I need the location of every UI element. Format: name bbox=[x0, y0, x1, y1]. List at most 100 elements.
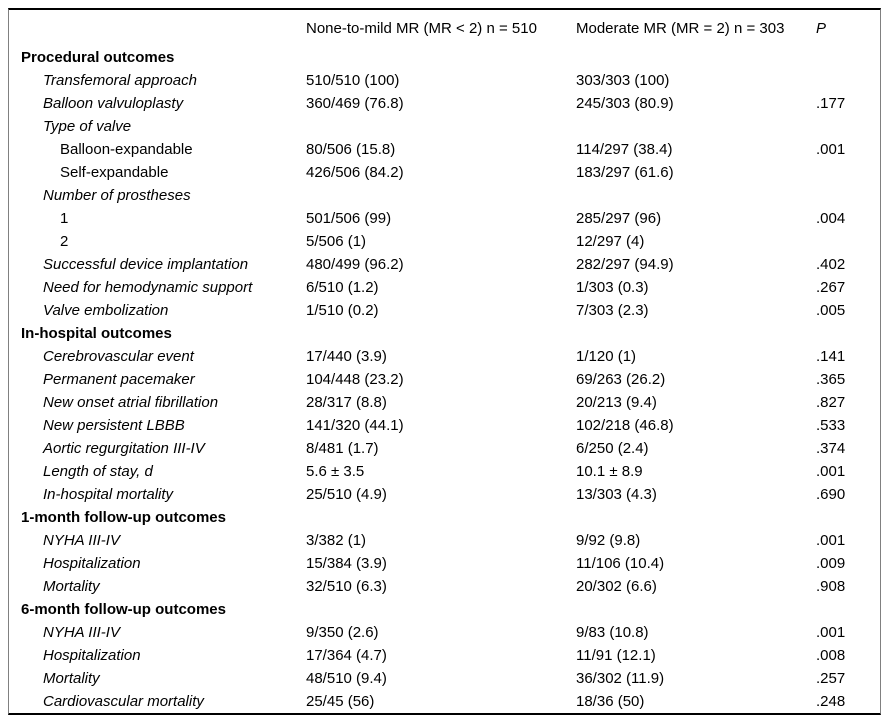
cell-group1: 28/317 (8.8) bbox=[306, 394, 387, 411]
header-label-spacer bbox=[9, 10, 306, 46]
table-row: NYHA III-IV 9/350 (2.6) 9/83 (10.8) .001 bbox=[9, 621, 880, 644]
row-label: NYHA III-IV bbox=[43, 532, 120, 549]
cell-group1: 32/510 (6.3) bbox=[306, 578, 387, 595]
cell-p-value bbox=[808, 506, 880, 529]
cell-group2 bbox=[576, 598, 808, 621]
table-row: Mortality 32/510 (6.3) 20/302 (6.6) .908 bbox=[9, 575, 880, 598]
cell-group1: 48/510 (9.4) bbox=[306, 670, 387, 687]
row-label: Balloon-expandable bbox=[60, 141, 193, 158]
cell-group1 bbox=[306, 184, 576, 207]
table-row: 1 501/506 (99) 285/297 (96) .004 bbox=[9, 207, 880, 230]
table-row: New persistent LBBB 141/320 (44.1) 102/2… bbox=[9, 414, 880, 437]
cell-p-value bbox=[808, 598, 880, 621]
table-row: 2 5/506 (1) 12/297 (4) bbox=[9, 230, 880, 253]
cell-group1: 8/481 (1.7) bbox=[306, 440, 379, 457]
cell-group2: 11/106 (10.4) bbox=[576, 555, 665, 572]
cell-group1: 104/448 (23.2) bbox=[306, 371, 404, 388]
row-label: Procedural outcomes bbox=[21, 49, 175, 66]
row-label: Mortality bbox=[43, 578, 100, 595]
cell-group1: 1/510 (0.2) bbox=[306, 302, 379, 319]
cell-p-value: .001 bbox=[816, 141, 846, 158]
cell-group2 bbox=[576, 184, 808, 207]
cell-group2: 7/303 (2.3) bbox=[576, 302, 649, 319]
cell-group2: 245/303 (80.9) bbox=[576, 95, 674, 112]
cell-group2: 36/302 (11.9) bbox=[576, 670, 665, 687]
cell-group2: 9/92 (9.8) bbox=[576, 532, 641, 549]
cell-group1 bbox=[306, 322, 576, 345]
cell-group2: 183/297 (61.6) bbox=[576, 164, 674, 181]
cell-group2 bbox=[576, 322, 808, 345]
table-row: Transfemoral approach 510/510 (100) 303/… bbox=[9, 69, 880, 92]
outcomes-table-frame: None-to-mild MR (MR < 2) n = 510 Moderat… bbox=[8, 8, 881, 715]
cell-p-value bbox=[808, 184, 880, 207]
cell-p-value: .402 bbox=[816, 256, 846, 273]
table-row: Type of valve bbox=[9, 115, 880, 138]
table-row: 1-month follow-up outcomes bbox=[9, 506, 880, 529]
row-label: 1 bbox=[60, 210, 69, 227]
row-label: Balloon valvuloplasty bbox=[43, 95, 184, 112]
cell-group1: 360/469 (76.8) bbox=[306, 95, 404, 112]
table-row: Aortic regurgitation III-IV 8/481 (1.7) … bbox=[9, 437, 880, 460]
cell-group1 bbox=[306, 598, 576, 621]
cell-group2: 1/303 (0.3) bbox=[576, 279, 649, 296]
cell-group1 bbox=[306, 115, 576, 138]
table-row: Balloon valvuloplasty 360/469 (76.8) 245… bbox=[9, 92, 880, 115]
table-row: Procedural outcomes bbox=[9, 46, 880, 69]
cell-p-value: .004 bbox=[816, 210, 846, 227]
cell-group1: 501/506 (99) bbox=[306, 210, 392, 227]
row-label: Need for hemodynamic support bbox=[43, 279, 253, 296]
outcomes-table: None-to-mild MR (MR < 2) n = 510 Moderat… bbox=[9, 10, 880, 713]
table-body: Procedural outcomes Transfemoral approac… bbox=[9, 46, 880, 713]
cell-group2 bbox=[576, 115, 808, 138]
cell-group2 bbox=[576, 46, 808, 69]
cell-group2: 69/263 (26.2) bbox=[576, 371, 666, 388]
cell-group1: 25/45 (56) bbox=[306, 693, 375, 710]
row-label: 2 bbox=[60, 233, 69, 250]
cell-p-value: .009 bbox=[816, 555, 846, 572]
cell-group2: 1/120 (1) bbox=[576, 348, 637, 365]
table-row: Mortality 48/510 (9.4) 36/302 (11.9) .25… bbox=[9, 667, 880, 690]
cell-p-value: .005 bbox=[816, 302, 846, 319]
cell-group2: 20/213 (9.4) bbox=[576, 394, 657, 411]
cell-group1: 15/384 (3.9) bbox=[306, 555, 387, 572]
cell-group1 bbox=[306, 506, 576, 529]
cell-group2: 303/303 (100) bbox=[576, 72, 670, 89]
row-label: Aortic regurgitation III-IV bbox=[43, 440, 205, 457]
cell-group1: 5.6 ± 3.5 bbox=[306, 463, 365, 480]
row-label: NYHA III-IV bbox=[43, 624, 120, 641]
table-row: Successful device implantation 480/499 (… bbox=[9, 253, 880, 276]
table-row: Balloon-expandable 80/506 (15.8) 114/297… bbox=[9, 138, 880, 161]
cell-group1: 426/506 (84.2) bbox=[306, 164, 404, 181]
cell-group2: 114/297 (38.4) bbox=[576, 141, 673, 158]
cell-group2: 102/218 (46.8) bbox=[576, 417, 674, 434]
cell-group1: 141/320 (44.1) bbox=[306, 417, 404, 434]
cell-group2: 12/297 (4) bbox=[576, 233, 645, 250]
row-label: Valve embolization bbox=[43, 302, 169, 319]
cell-group1: 25/510 (4.9) bbox=[306, 486, 387, 503]
cell-group1: 5/506 (1) bbox=[306, 233, 367, 250]
cell-p-value bbox=[808, 230, 880, 253]
cell-p-value: .141 bbox=[816, 348, 846, 365]
cell-p-value bbox=[808, 161, 880, 184]
cell-group2 bbox=[576, 506, 808, 529]
cell-p-value: .008 bbox=[816, 647, 846, 664]
row-label: Cerebrovascular event bbox=[43, 348, 194, 365]
table-row: Number of prostheses bbox=[9, 184, 880, 207]
cell-group1: 9/350 (2.6) bbox=[306, 624, 379, 641]
table-row: Hospitalization 15/384 (3.9) 11/106 (10.… bbox=[9, 552, 880, 575]
table-row: Cerebrovascular event 17/440 (3.9) 1/120… bbox=[9, 345, 880, 368]
table-row: In-hospital mortality 25/510 (4.9) 13/30… bbox=[9, 483, 880, 506]
cell-group2: 13/303 (4.3) bbox=[576, 486, 657, 503]
header-row: None-to-mild MR (MR < 2) n = 510 Moderat… bbox=[9, 10, 880, 46]
cell-p-value: .690 bbox=[816, 486, 846, 503]
row-label: Length of stay, d bbox=[43, 463, 153, 480]
row-label: Number of prostheses bbox=[43, 187, 191, 204]
row-label: In-hospital mortality bbox=[43, 486, 174, 503]
cell-group1: 17/440 (3.9) bbox=[306, 348, 387, 365]
cell-p-value: .827 bbox=[816, 394, 846, 411]
row-label: In-hospital outcomes bbox=[21, 325, 172, 342]
cell-group2: 20/302 (6.6) bbox=[576, 578, 657, 595]
cell-p-value: .374 bbox=[816, 440, 846, 457]
cell-group2: 11/91 (12.1) bbox=[576, 647, 656, 664]
cell-p-value: .908 bbox=[816, 578, 846, 595]
